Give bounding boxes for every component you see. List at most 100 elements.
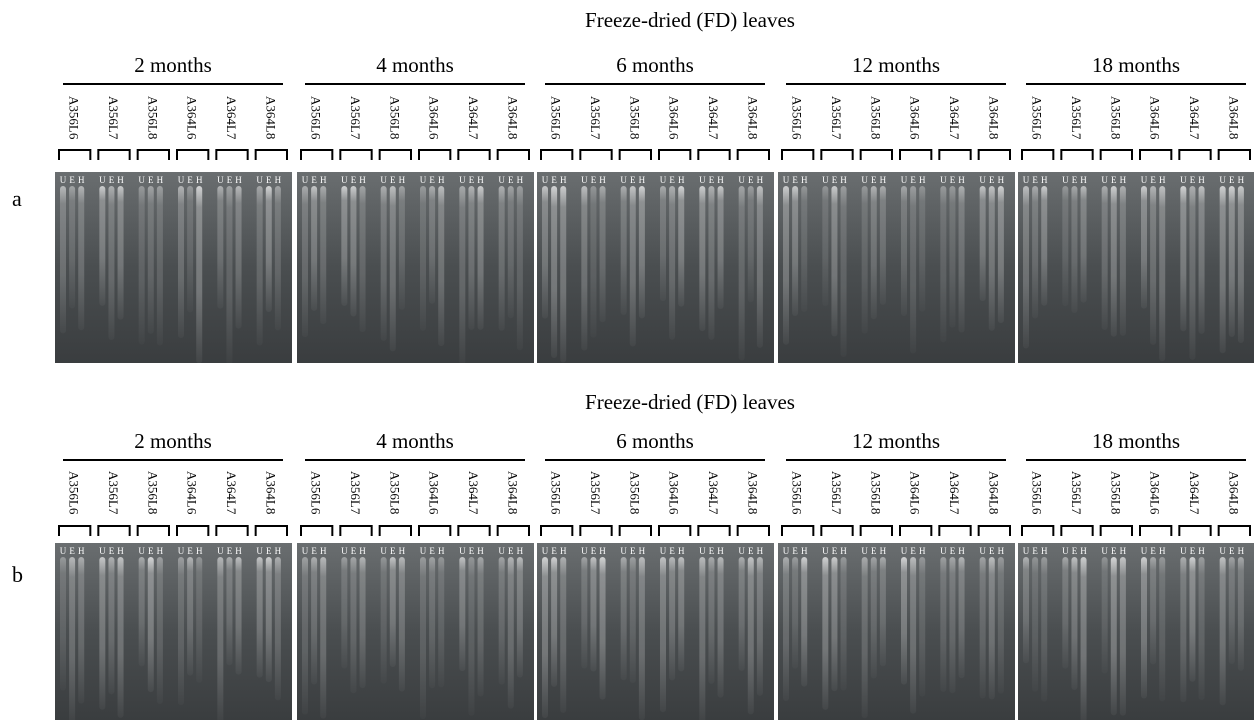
lane-letter: H <box>196 175 203 185</box>
lane-label: A364L7 <box>466 96 481 140</box>
lane-letter: E <box>429 546 435 556</box>
lane-letter: U <box>979 175 986 185</box>
group-label: 12 months <box>852 53 940 77</box>
lane-letter: H <box>880 175 887 185</box>
gel-band <box>590 557 596 672</box>
lane-bracket <box>900 150 931 160</box>
lane-bracket <box>98 526 129 536</box>
lane-label: A356L6 <box>790 471 805 515</box>
lane-bracket <box>419 526 450 536</box>
lane-bracket <box>861 150 892 160</box>
gel-band <box>1023 557 1029 663</box>
lane-label: A364L8 <box>745 96 760 139</box>
lane-label: A364L7 <box>947 471 962 515</box>
gel-band <box>841 186 847 357</box>
lane-letter: U <box>302 546 309 556</box>
gel-band <box>822 557 828 710</box>
gel-band <box>118 557 124 718</box>
lane-bracket <box>698 150 729 160</box>
gel-image <box>297 172 534 363</box>
lane-letter: E <box>551 175 557 185</box>
lane-letter: H <box>359 175 366 185</box>
group-label: 2 months <box>134 429 212 453</box>
lane-bracket <box>59 150 90 160</box>
lane-bracket <box>1140 150 1171 160</box>
gel-band <box>783 557 789 701</box>
gel-band <box>468 186 474 330</box>
lane-bracket <box>620 150 651 160</box>
lane-letter: U <box>459 546 466 556</box>
lane-letter: H <box>998 546 1005 556</box>
lane-letter: E <box>792 175 798 185</box>
lane-bracket <box>620 526 651 536</box>
lane-label: A364L7 <box>466 471 481 515</box>
lane-letter: E <box>748 175 754 185</box>
gel-band <box>499 557 505 685</box>
gel-band <box>217 186 223 309</box>
lane-letter: H <box>78 175 85 185</box>
gel-band <box>880 186 886 305</box>
lane-label: A356L8 <box>387 471 402 514</box>
lane-label: A356L8 <box>1108 96 1123 139</box>
lane-letter: U <box>178 175 185 185</box>
gel-band <box>783 186 789 345</box>
gel-band <box>275 186 281 330</box>
lane-label: A364L6 <box>908 471 923 515</box>
gel-band <box>748 186 754 302</box>
lane-bracket <box>380 526 411 536</box>
lane-letter: U <box>542 175 549 185</box>
lane-letter: U <box>1141 546 1148 556</box>
lane-label: A356L6 <box>309 96 324 140</box>
lane-letter: E <box>709 175 715 185</box>
lane-label: A364L6 <box>185 471 200 515</box>
gel-band <box>862 186 868 334</box>
lane-bracket <box>900 526 931 536</box>
lane-letter: H <box>1120 175 1127 185</box>
gel-band <box>399 557 405 691</box>
lane-letter: U <box>822 546 829 556</box>
lane-label: A364L8 <box>986 471 1001 514</box>
lane-letter: H <box>117 175 124 185</box>
gel-band <box>551 186 557 358</box>
lane-letter: U <box>1219 546 1226 556</box>
lane-letter: E <box>469 175 475 185</box>
lane-letter: H <box>998 175 1005 185</box>
gel-band <box>542 186 548 319</box>
gel-band <box>919 186 925 312</box>
gel-image <box>778 543 1015 720</box>
lane-bracket <box>59 526 90 536</box>
lane-letter: H <box>757 546 764 556</box>
gel-band <box>831 557 837 691</box>
lane-label: A364L8 <box>1226 96 1241 139</box>
lane-bracket <box>458 526 489 536</box>
lane-letter: H <box>840 546 847 556</box>
lane-letter: H <box>275 175 282 185</box>
lane-bracket <box>1101 526 1132 536</box>
lane-letter: E <box>187 546 193 556</box>
gel-band <box>148 186 154 334</box>
lane-label: A364L8 <box>1226 471 1241 514</box>
lane-letter: E <box>1072 175 1078 185</box>
gel-band <box>390 186 396 351</box>
lane-letter: E <box>69 546 75 556</box>
lane-letter: H <box>678 175 685 185</box>
gel-band <box>257 557 263 678</box>
lane-letter: E <box>390 175 396 185</box>
lane-letter: E <box>1032 175 1038 185</box>
lane-letter: H <box>359 546 366 556</box>
lane-letter: U <box>581 546 588 556</box>
gel-band <box>178 557 184 705</box>
gel-band <box>940 557 946 692</box>
gel-band <box>748 557 754 714</box>
gel-band <box>1041 186 1047 306</box>
gel-band <box>429 557 435 688</box>
gel-band <box>1032 186 1038 319</box>
gel-band <box>910 186 916 353</box>
gel-band <box>1081 557 1087 720</box>
gel-band <box>438 186 444 346</box>
gel-band <box>980 557 986 698</box>
lane-label: A356L7 <box>348 96 363 140</box>
lane-letter: E <box>187 175 193 185</box>
lane-letter: U <box>620 175 627 185</box>
lane-letter: E <box>630 175 636 185</box>
